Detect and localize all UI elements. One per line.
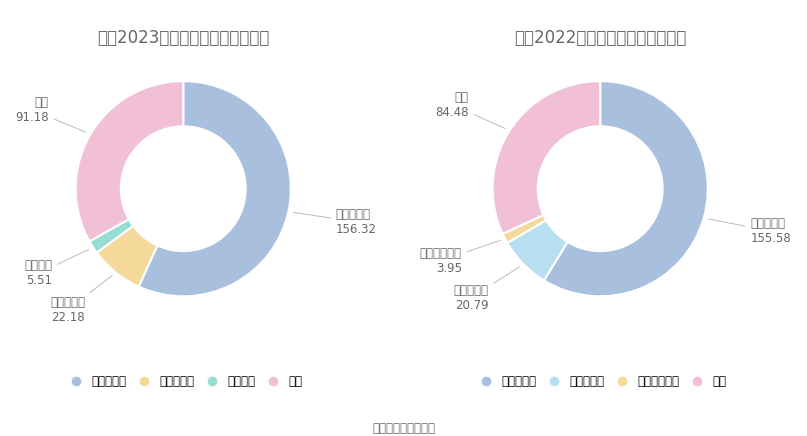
Wedge shape — [492, 81, 600, 234]
Title: 柳工2023年营业收入构成（亿元）: 柳工2023年营业收入构成（亿元） — [97, 29, 270, 47]
Text: 数据来源：恒生聚源: 数据来源：恒生聚源 — [372, 422, 435, 435]
Wedge shape — [544, 81, 708, 296]
Text: 租赁业务
5.51: 租赁业务 5.51 — [24, 249, 89, 287]
Wedge shape — [90, 219, 133, 253]
Text: 土石方机械
156.32: 土石方机械 156.32 — [293, 208, 377, 236]
Legend: 土石方机械, 预应力产品, 租赁业务, 其他: 土石方机械, 预应力产品, 租赁业务, 其他 — [60, 370, 307, 392]
Text: 土石方机械
155.58: 土石方机械 155.58 — [709, 217, 791, 245]
Legend: 土石方机械, 预应力机械, 融资租赁业务, 其他: 土石方机械, 预应力机械, 融资租赁业务, 其他 — [470, 370, 731, 392]
Text: 预应力机械
20.79: 预应力机械 20.79 — [454, 267, 520, 312]
Text: 其他
91.18: 其他 91.18 — [15, 96, 86, 132]
Text: 融资租赁业务
3.95: 融资租赁业务 3.95 — [420, 240, 500, 275]
Wedge shape — [97, 226, 157, 286]
Text: 其他
84.48: 其他 84.48 — [435, 91, 505, 129]
Wedge shape — [139, 81, 291, 296]
Wedge shape — [508, 220, 567, 280]
Wedge shape — [76, 81, 183, 241]
Text: 预应力产品
22.18: 预应力产品 22.18 — [50, 276, 112, 324]
Title: 柳工2022年营业收入构成（亿元）: 柳工2022年营业收入构成（亿元） — [514, 29, 687, 47]
Wedge shape — [503, 215, 546, 243]
